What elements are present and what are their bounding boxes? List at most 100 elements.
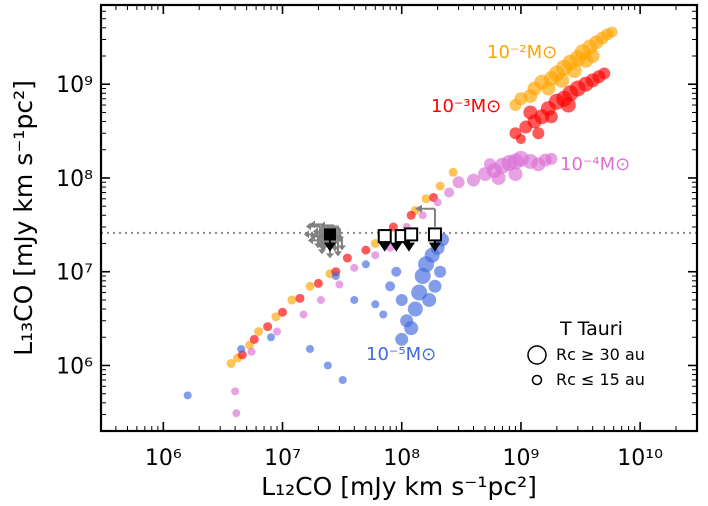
data-point xyxy=(566,63,582,79)
upper-limit-arrowhead xyxy=(378,242,391,252)
y-tick-label: 10⁹ xyxy=(56,73,93,98)
y-tick-label: 10⁶ xyxy=(56,354,93,379)
x-axis-label: L₁₂CO [mJy km s⁻¹pc²] xyxy=(261,472,537,501)
data-point xyxy=(452,176,465,189)
data-point xyxy=(404,321,419,336)
series-label: 10⁻²M⊙ xyxy=(487,42,557,63)
data-point xyxy=(278,307,288,317)
data-point xyxy=(237,344,246,353)
data-point xyxy=(422,292,437,307)
data-point xyxy=(523,105,538,120)
legend: T Tauri Rc ≥ 30 au Rc ≤ 15 au xyxy=(527,318,645,389)
grey-limit-arrowhead xyxy=(309,220,315,229)
series-0 xyxy=(226,26,618,368)
data-point xyxy=(544,110,558,124)
grey-limit-arrowhead xyxy=(317,249,326,255)
plot-frame xyxy=(99,3,699,433)
data-point xyxy=(247,347,256,356)
series-3 xyxy=(183,233,450,400)
data-point xyxy=(466,173,480,187)
observations xyxy=(303,204,442,259)
x-tick-label: 10⁷ xyxy=(264,446,301,471)
data-point xyxy=(271,312,281,322)
data-point xyxy=(379,310,388,319)
data-point xyxy=(508,167,523,182)
data-point xyxy=(606,26,618,38)
data-point xyxy=(448,167,458,177)
filled-square-marker xyxy=(323,228,336,241)
data-point xyxy=(316,295,325,304)
series-labels: 10⁻²M⊙ 10⁻³M⊙ 10⁻⁴M⊙ 10⁻⁵M⊙ xyxy=(366,42,630,365)
open-square-marker xyxy=(404,227,419,242)
legend-title: T Tauri xyxy=(559,318,623,340)
grey-limit-arrowhead xyxy=(309,232,315,241)
data-point xyxy=(585,49,600,64)
series-label: 10⁻⁵M⊙ xyxy=(366,344,436,365)
series-2 xyxy=(231,150,558,418)
data-point xyxy=(444,187,455,198)
grey-limit-arrowhead xyxy=(319,245,328,251)
data-point xyxy=(371,251,380,260)
data-point xyxy=(541,81,556,96)
grey-limit-arrowhead xyxy=(305,222,311,231)
data-point xyxy=(361,245,371,255)
grey-limit-arrowhead xyxy=(333,251,342,257)
data-point xyxy=(305,344,314,353)
data-point xyxy=(418,211,427,220)
data-point xyxy=(323,361,332,370)
data-point xyxy=(273,327,282,336)
data-point xyxy=(391,266,402,277)
grey-limit-arrowhead xyxy=(307,236,313,245)
data-point xyxy=(350,295,359,304)
data-point xyxy=(226,358,236,368)
data-point xyxy=(421,194,431,204)
y-axis-label: L₁₃CO [mJy km s⁻¹pc²] xyxy=(9,80,38,356)
data-point xyxy=(385,281,396,292)
legend-label: Rc ≤ 15 au xyxy=(556,370,645,389)
data-point xyxy=(428,279,442,293)
upper-limit-arrowhead xyxy=(323,242,336,252)
data-point xyxy=(305,281,315,291)
data-point xyxy=(395,332,409,346)
data-point xyxy=(560,97,576,113)
grey-limit-arrowhead xyxy=(337,245,346,251)
grey-limit-arrowhead xyxy=(325,253,334,259)
data-point xyxy=(232,409,241,418)
data-point xyxy=(266,333,275,342)
legend-label: Rc ≥ 30 au xyxy=(556,345,645,364)
data-point xyxy=(370,239,380,249)
y-tick-label: 10⁸ xyxy=(56,167,93,192)
data-point xyxy=(491,170,506,185)
data-point xyxy=(598,67,611,80)
data-point xyxy=(350,263,359,272)
data-point xyxy=(371,300,380,309)
data-point xyxy=(249,334,259,344)
upper-limit-arrowhead xyxy=(428,242,441,252)
x-tick-label: 10⁸ xyxy=(383,446,420,471)
data-point xyxy=(407,301,423,317)
x-tick-label: 10⁶ xyxy=(145,446,182,471)
grey-arrowhead xyxy=(414,204,422,213)
data-point xyxy=(435,181,445,191)
data-point xyxy=(335,280,344,289)
data-point xyxy=(263,322,273,332)
grey-limit-arrowhead xyxy=(312,227,318,236)
data-point xyxy=(395,293,408,306)
grey-limit-arrowhead xyxy=(330,246,339,252)
series-label: 10⁻³M⊙ xyxy=(431,96,501,117)
series-1 xyxy=(237,67,611,360)
legend-marker xyxy=(531,374,543,386)
plot-content xyxy=(101,26,697,418)
data-point xyxy=(254,327,264,337)
plot-area xyxy=(101,26,697,418)
data-point xyxy=(509,127,522,140)
data-point xyxy=(183,391,192,400)
data-point xyxy=(342,253,352,263)
grey-limit-arrowhead xyxy=(315,240,321,249)
upper-limit-arrowhead xyxy=(402,242,415,252)
data-point xyxy=(331,272,340,281)
data-point xyxy=(532,127,545,140)
series-label: 10⁻⁴M⊙ xyxy=(560,154,630,175)
data-point xyxy=(287,295,297,305)
